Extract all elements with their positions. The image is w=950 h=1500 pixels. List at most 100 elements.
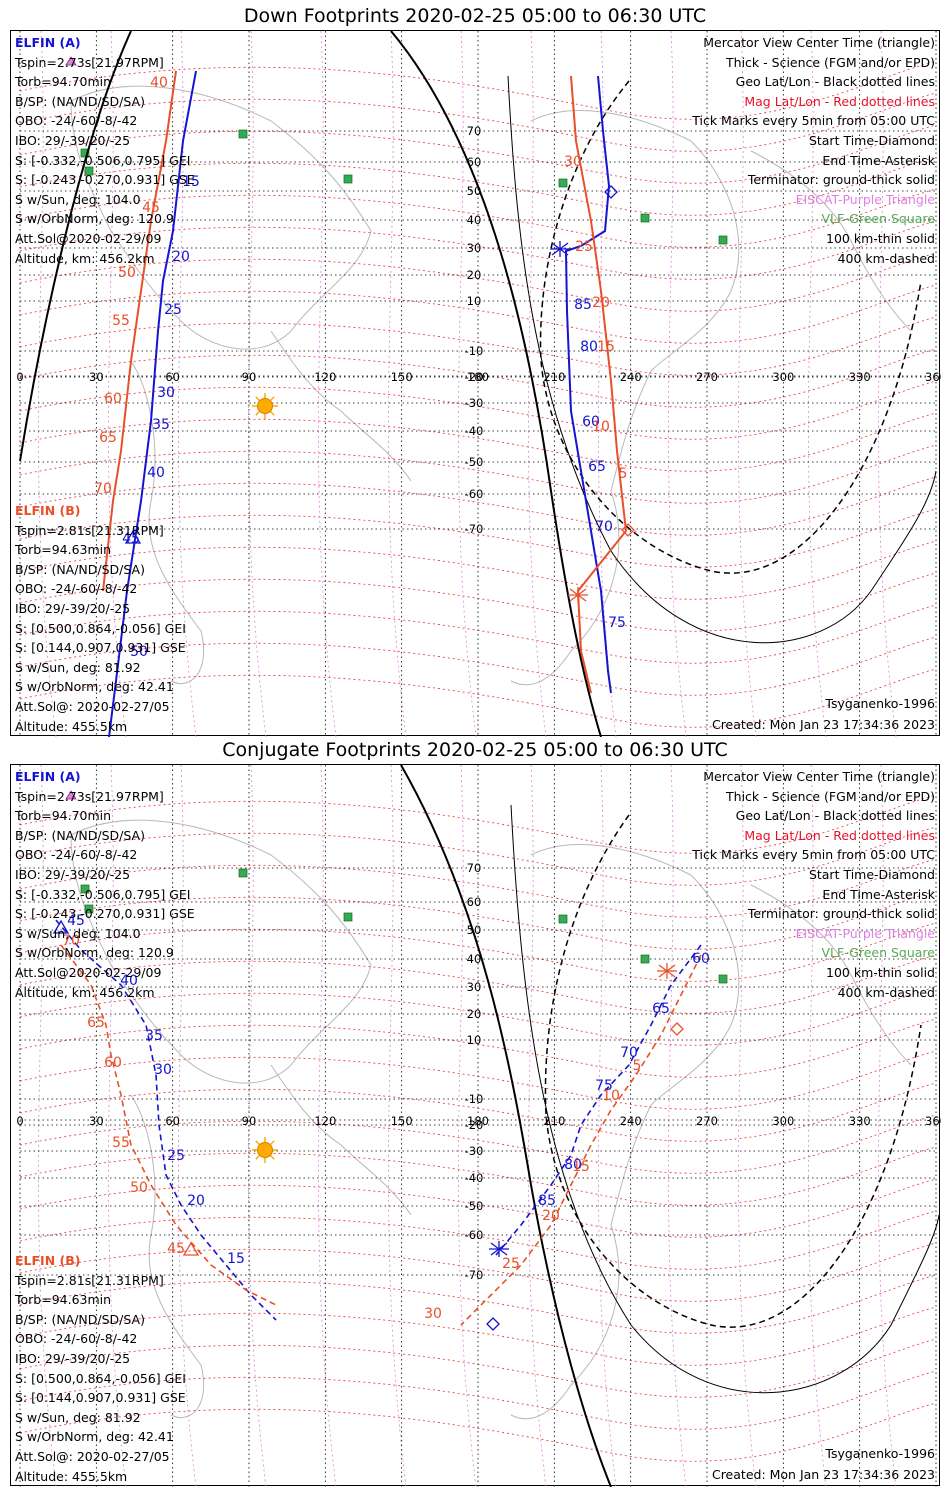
start-diamond [621, 523, 635, 537]
lat-tick-label: -40 [465, 424, 484, 438]
terminator-line [400, 765, 612, 1487]
elfin-b-tick-label: 30 [564, 154, 582, 170]
legend-line: VLF-Green Square [821, 211, 935, 227]
elfin-b-tick-label: 25 [502, 1256, 520, 1272]
model-label: Tsyganenko-1996 [825, 1446, 935, 1461]
elfin-a-tick-label: 65 [588, 459, 606, 475]
elfin-a-track [108, 70, 197, 737]
elfin-b-tick-label: 60 [104, 391, 122, 407]
lat-tick-label: 20 [467, 268, 482, 282]
legend-line: EISCAT-Purple Triangle [795, 925, 935, 941]
center-triangle [182, 1241, 200, 1256]
legend-line: Mag Lat/Lon - Red dotted lines [744, 93, 935, 109]
elfin-b-label: ELFIN (B) [15, 1253, 81, 1268]
legend-line: Thick - Science (FGM and/or EPD) [726, 788, 935, 804]
elfin-b-line: Att.Sol@: 2020-02-27/05 [15, 1448, 170, 1464]
elfin-a-tick-label: 80 [580, 339, 598, 355]
elfin-a-tick-label: 60 [692, 951, 710, 967]
lat-tick-label: 40 [467, 952, 482, 966]
elfin-b-track [102, 70, 177, 592]
lat-tick-label: 40 [467, 213, 482, 227]
elfin-a-tick-label: 60 [582, 414, 600, 430]
elfin-b-tick-label: 55 [112, 313, 130, 329]
elfin-b-label: ELFIN (B) [15, 503, 81, 518]
elfin-b-line: S w/OrbNorm, deg: 42.41 [15, 679, 174, 695]
elfin-b-info: ELFIN (B) Tspin=2.81s[21.31RPM] Torb=94.… [15, 1251, 186, 1486]
elfin-a-tick-label: 80 [564, 1157, 582, 1173]
elfin-a-line: S w/OrbNorm, deg: 120.9 [15, 211, 174, 227]
continent-outline [70, 819, 372, 1084]
mag-lon-line [668, 765, 687, 1487]
elfin-b-tick-label: 10 [602, 1088, 620, 1104]
mag-lat-line [19, 476, 937, 536]
sun-ray [270, 1155, 275, 1160]
lat-tick-label: -20 [465, 1118, 484, 1132]
legend-line: Geo Lat/Lon - Black dotted lines [735, 74, 935, 90]
mag-lat-line [19, 572, 937, 632]
elfin-a-tick-label: 45 [122, 531, 140, 547]
lat-tick-label: -70 [465, 522, 484, 536]
mag-lat-line [19, 1274, 937, 1334]
sun-ray [255, 396, 260, 401]
mag-lat-line [19, 1082, 937, 1142]
legend-line: Mag Lat/Lon - Red dotted lines [744, 827, 935, 843]
mag-lat-line [19, 1146, 937, 1206]
elfin-b-line: IBO: 29/-39/20/-25 [15, 600, 131, 616]
mag-lat-line [19, 1306, 937, 1366]
lon-tick-label: 360 [925, 370, 941, 384]
elfin-b-tick-label: 45 [167, 1241, 185, 1257]
elfin-a-track [495, 944, 702, 1256]
sun-icon [257, 398, 273, 414]
elfin-a-track [564, 75, 612, 694]
sun-icon [257, 1142, 273, 1158]
mag-lon-line [598, 31, 617, 737]
conjugate-footprints-map: 0 30 60 90 120 150 180 210 240 270 300 330 360 70 60 50… [10, 764, 941, 1487]
mag-lat-line [19, 1370, 937, 1430]
elfin-a-tick-label: 75 [595, 1078, 613, 1094]
vlf-square [84, 904, 94, 914]
mag-lat-line [19, 348, 937, 408]
mag-lat-line [19, 1402, 937, 1462]
mag-lat-line [19, 636, 937, 696]
mag-lat-line [19, 1114, 937, 1174]
legend-line: Terminator: ground-thick solid [747, 172, 935, 188]
mag-lat-line [19, 124, 937, 184]
elfin-a-line: OBO: -24/-60/-8/-42 [15, 113, 138, 129]
terminator-line [390, 31, 602, 737]
end-asterisk [550, 241, 570, 257]
created-label: Created: Mon Jan 23 17:34:36 2023 [711, 1467, 935, 1482]
elfin-a-tick-label: 35 [152, 417, 170, 433]
continent-outline [530, 844, 740, 1226]
vlf-square [343, 174, 353, 184]
elfin-a-tick-label: 75 [608, 615, 626, 631]
elfin-a-tick-label: 85 [574, 297, 592, 313]
elfin-b-tick-label: 40 [150, 75, 168, 91]
vlf-square [343, 912, 353, 922]
elfin-a-line: OBO: -24/-60/-8/-42 [15, 847, 138, 863]
legend: Mercator View Center Time (triangle) Thi… [692, 33, 935, 268]
down-footprints-map: 0306090120150180210240270300330360706050… [10, 30, 941, 737]
elfin-a-line: S w/Sun, deg: 104.0 [15, 925, 141, 941]
legend-line: End Time-Asterisk [822, 886, 935, 902]
elfin-b-tick-label: 55 [112, 1135, 130, 1151]
vlf-square [558, 178, 568, 188]
elfin-a-line: Att.Sol@2020-02-29/09 [15, 964, 162, 980]
vlf-square [640, 213, 650, 223]
elfin-b-track [460, 954, 702, 1326]
elfin-a-line: Altitude, km: 456.2km [15, 984, 155, 1000]
elfin-a-tick-label: 70 [595, 519, 613, 535]
elfin-a-label: ELFIN (A) [15, 769, 81, 784]
elfin-a-tick-label: 40 [147, 465, 165, 481]
mag-lat-line [19, 1018, 937, 1078]
mag-lat-line [19, 890, 937, 950]
lon-tick-label: 150 [391, 370, 413, 384]
lon-tick-label: 300 [772, 370, 794, 384]
elfin-a-tick-label: 30 [154, 1062, 172, 1078]
continent-outline [270, 1064, 412, 1216]
mag-lat-line [19, 60, 937, 120]
elfin-b-tick-label: 5 [619, 466, 628, 482]
vlf-square [238, 868, 248, 878]
mag-lat-line [19, 668, 937, 728]
start-diamond [486, 1317, 500, 1331]
elfin-a-line: Att.Sol@2020-02-29/09 [15, 230, 162, 246]
